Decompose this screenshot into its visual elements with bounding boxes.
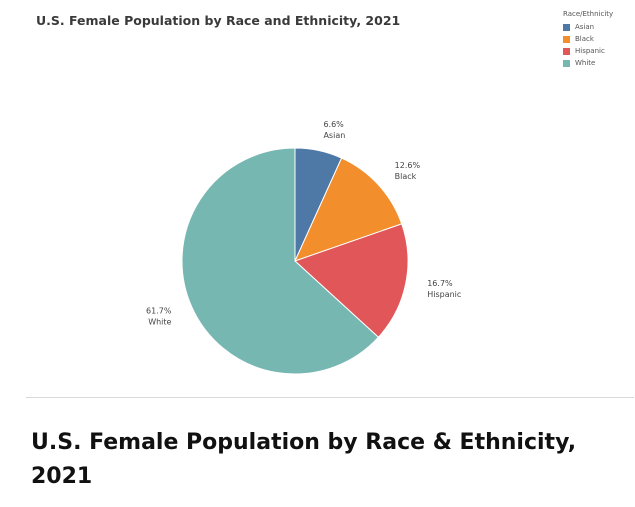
chart-title: U.S. Female Population by Race and Ethni… (36, 13, 401, 28)
legend-label: White (575, 59, 596, 67)
legend-label: Black (575, 35, 594, 43)
legend-swatch (563, 47, 570, 55)
pie-chart: 6.6% Asian 12.6% Black 16.7% Hispanic 61.7% Whi… (146, 120, 461, 375)
legend-item-black: Black (563, 33, 613, 45)
pie-slice-hispanic (294, 223, 409, 338)
slice-category-label: Hispanic (427, 290, 461, 299)
slice-value-label: 6.6% (323, 120, 344, 129)
slice-value-label: 61.7% (146, 306, 172, 315)
pie-slice-black (294, 157, 403, 262)
legend-swatch (563, 23, 570, 31)
legend-swatch (563, 35, 570, 43)
legend-swatch (563, 59, 570, 67)
pie-slice-white (181, 147, 380, 375)
slice-category-label: White (148, 317, 171, 326)
slice-category-label: Black (395, 172, 417, 181)
legend-item-white: White (563, 57, 613, 69)
divider (26, 397, 634, 398)
legend: Race/Ethnicity Asian Black Hispanic White (563, 10, 613, 69)
slice-category-label: Asian (323, 131, 345, 140)
legend-title: Race/Ethnicity (563, 10, 614, 18)
legend-item-asian: Asian (563, 21, 613, 33)
legend-item-hispanic: Hispanic (563, 45, 613, 57)
legend-label: Hispanic (575, 47, 605, 55)
legend-label: Asian (575, 23, 595, 31)
slice-value-label: 12.6% (395, 161, 421, 170)
caption: U.S. Female Population by Race & Ethnici… (31, 430, 577, 489)
slice-value-label: 16.7% (427, 279, 453, 288)
